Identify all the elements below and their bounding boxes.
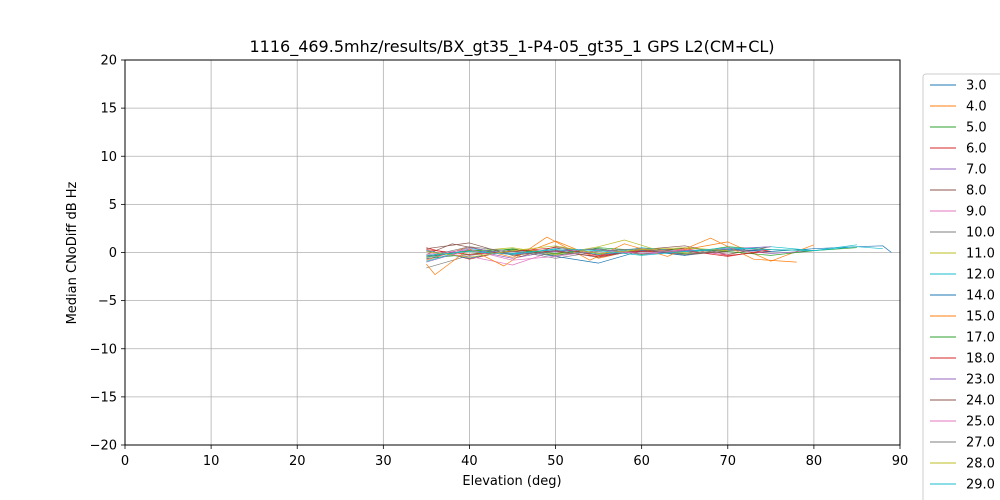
legend-label: 18.0: [966, 352, 995, 367]
x-tick-label: 50: [547, 454, 564, 469]
x-tick-label: 70: [720, 454, 737, 469]
legend-label: 6.0: [966, 142, 987, 157]
x-tick-label: 80: [806, 454, 823, 469]
legend-label: 4.0: [966, 100, 987, 115]
x-axis: 0 10 20 30 40 50 60 70 80 90: [121, 445, 908, 469]
series-line-8.0: [426, 243, 771, 257]
x-tick-label: 10: [203, 454, 220, 469]
legend-label: 29.0: [966, 478, 995, 493]
legend-label: 9.0: [966, 205, 987, 220]
legend-items: 3.0 4.0 5.0 6.0 7.0 8.0 9.0 10.0 11.0 12.0 14.0 15.…: [930, 79, 995, 493]
legend-label: 10.0: [966, 226, 995, 241]
y-tick-label: 10: [100, 150, 117, 165]
x-tick-label: 40: [461, 454, 478, 469]
y-tick-label: 15: [100, 102, 117, 117]
y-tick-label: −15: [90, 390, 117, 405]
x-tick-label: 0: [121, 454, 129, 469]
series-line-25.0: [426, 249, 685, 261]
series-line-15.0: [426, 236, 797, 275]
x-tick-label: 90: [892, 454, 909, 469]
y-tick-label: 5: [109, 198, 117, 213]
legend-label: 3.0: [966, 79, 987, 94]
legend-label: 17.0: [966, 331, 995, 346]
legend-label: 28.0: [966, 457, 995, 472]
x-tick-label: 30: [375, 454, 392, 469]
legend-label: 14.0: [966, 289, 995, 304]
series-line-29.0: [426, 246, 883, 256]
y-tick-label: −10: [90, 342, 117, 357]
series-line-27.0: [426, 246, 728, 257]
x-tick-label: 60: [633, 454, 650, 469]
legend-label: 24.0: [966, 394, 995, 409]
legend-label: 11.0: [966, 247, 995, 262]
y-tick-label: 0: [109, 246, 117, 261]
x-axis-label: Elevation (deg): [462, 474, 561, 489]
legend-label: 23.0: [966, 373, 995, 388]
legend-label: 12.0: [966, 268, 995, 283]
y-tick-label: −20: [90, 439, 117, 454]
legend-label: 15.0: [966, 310, 995, 325]
y-tick-label: 20: [100, 54, 117, 69]
legend-label: 27.0: [966, 436, 995, 451]
legend-label: 5.0: [966, 121, 987, 136]
legend: 3.0 4.0 5.0 6.0 7.0 8.0 9.0 10.0 11.0 12.0 14.0 15.…: [922, 73, 1000, 500]
series-layer: [426, 236, 892, 275]
legend-label: 7.0: [966, 163, 987, 178]
legend-label: 25.0: [966, 415, 995, 430]
y-axis: 20 15 10 5 0 −5 −10 −15 −20: [90, 54, 125, 454]
legend-frame: [922, 73, 1000, 500]
x-tick-label: 20: [289, 454, 306, 469]
legend-label: 8.0: [966, 184, 987, 199]
y-axis-label: Median CNoDiff dB Hz: [65, 181, 80, 324]
chart-title: 1116_469.5mhz/results/BX_gt35_1-P4-05_gt…: [249, 37, 774, 57]
y-tick-label: −5: [98, 294, 117, 309]
